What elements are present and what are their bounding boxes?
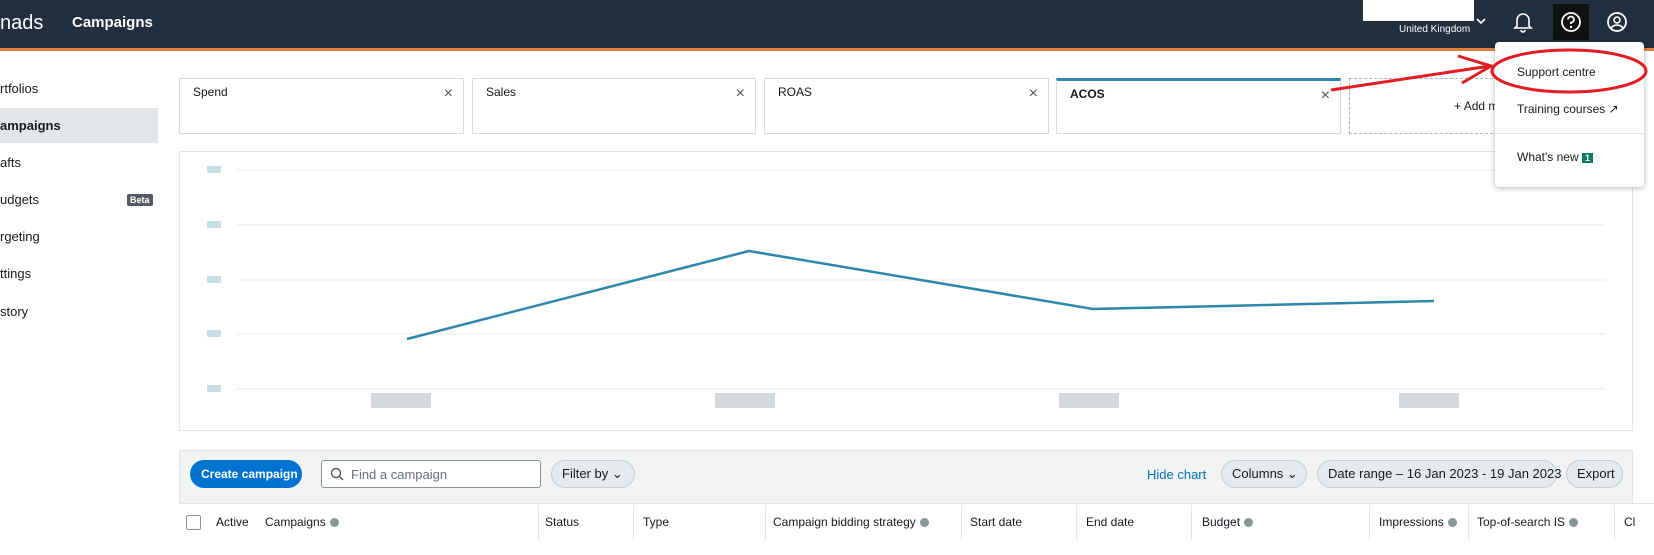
- column-separator: [1468, 505, 1469, 540]
- filter-label: Filter by: [562, 466, 609, 481]
- metric-name: Sales: [486, 85, 517, 99]
- column-label: Campaigns: [265, 515, 326, 529]
- nav-item[interactable]: ttings: [0, 266, 32, 281]
- nav-item[interactable]: ampaigns: [0, 118, 61, 133]
- nav-item[interactable]: rtfolios: [0, 81, 39, 96]
- beta-badge: Beta: [127, 194, 153, 206]
- close-x[interactable]: ×: [1320, 87, 1330, 104]
- menu-item[interactable]: What's new 1: [1517, 150, 1594, 164]
- column-separator: [961, 505, 962, 540]
- column-header[interactable]: Status: [545, 515, 580, 529]
- nav-item[interactable]: afts: [0, 155, 21, 170]
- column-separator: [633, 505, 634, 540]
- menu-item[interactable]: Support centre: [1517, 65, 1596, 79]
- chart: [207, 166, 1605, 408]
- new-count-badge: 1: [1582, 153, 1594, 163]
- column-header[interactable]: Start date: [970, 515, 1023, 529]
- table-header: [179, 503, 1654, 555]
- nav-item[interactable]: udgets: [0, 192, 40, 207]
- metric-card[interactable]: ROAS ×: [764, 78, 1049, 134]
- column-label: Campaign bidding strategy: [773, 515, 916, 529]
- column-header[interactable]: Cl: [1624, 515, 1636, 529]
- chart-panel: [179, 151, 1633, 431]
- create-campaign-button[interactable]: Create campaign: [190, 460, 302, 488]
- column-header[interactable]: Campaigns: [265, 515, 339, 529]
- search-box[interactable]: [321, 460, 541, 488]
- info-icon: [1447, 518, 1457, 527]
- close-x[interactable]: ×: [443, 85, 453, 102]
- filter-button[interactable]: Filter by ⌄: [551, 460, 635, 488]
- metric-card[interactable]: ACOS ×: [1056, 78, 1341, 134]
- bell-icon[interactable]: [1512, 10, 1534, 34]
- column-header[interactable]: Budget: [1202, 515, 1254, 529]
- column-label: Budget: [1202, 515, 1241, 529]
- column-header[interactable]: Type: [643, 515, 670, 529]
- column-separator: [1369, 505, 1370, 540]
- logo: nads: [0, 12, 44, 34]
- menu-label: Training courses: [1517, 102, 1606, 116]
- column-header[interactable]: Active: [216, 515, 249, 529]
- select-all-checkbox[interactable]: [186, 515, 201, 530]
- marketplace[interactable]: United Kingdom: [1399, 24, 1471, 35]
- search-placeholder: Find a campaign: [351, 467, 448, 482]
- info-icon: [329, 518, 339, 527]
- nav-selected: [0, 108, 158, 143]
- column-separator: [1076, 505, 1077, 540]
- metric-name: Spend: [193, 85, 228, 99]
- column-header[interactable]: End date: [1086, 515, 1135, 529]
- metric-card[interactable]: Sales ×: [472, 78, 756, 134]
- column-header[interactable]: Campaign bidding strategy: [773, 515, 929, 529]
- page-title: Campaigns: [72, 14, 153, 31]
- info-icon: [1569, 518, 1579, 527]
- close-x[interactable]: ×: [735, 85, 745, 102]
- chevron: [1476, 18, 1486, 25]
- metric-card[interactable]: Spend ×: [179, 78, 464, 134]
- column-separator: [765, 505, 766, 540]
- search-icon: [330, 467, 344, 481]
- columns-label: Columns: [1232, 466, 1284, 481]
- column-separator: [1614, 505, 1615, 540]
- help-icon: [1561, 12, 1581, 32]
- column-header[interactable]: Impressions: [1379, 515, 1457, 529]
- close-x[interactable]: ×: [1028, 85, 1038, 102]
- hide-chart-link[interactable]: Hide chart: [1147, 467, 1207, 482]
- export-button[interactable]: Export: [1566, 460, 1623, 488]
- column-label: Impressions: [1379, 515, 1444, 529]
- info-icon: [919, 518, 929, 527]
- nav-item[interactable]: story: [0, 304, 29, 319]
- column-label: Top-of-search IS: [1477, 515, 1566, 529]
- column-separator: [1191, 505, 1192, 540]
- menu-label: What's new: [1517, 150, 1579, 164]
- columns-button[interactable]: Columns ⌄: [1221, 460, 1307, 488]
- metric-name: ROAS: [778, 85, 813, 99]
- menu-item[interactable]: Training courses ↗: [1517, 102, 1619, 116]
- date-range-button[interactable]: Date range – 16 Jan 2023 - 19 Jan 2023: [1317, 460, 1561, 488]
- nav-item[interactable]: rgeting: [0, 229, 40, 244]
- menu-divider: [1495, 133, 1644, 134]
- account-icon[interactable]: [1605, 10, 1629, 34]
- info-icon: [1244, 518, 1254, 527]
- column-separator: [538, 505, 539, 540]
- column-header[interactable]: Top-of-search IS: [1477, 515, 1579, 529]
- redacted-box: [1363, 0, 1474, 21]
- metric-name: ACOS: [1070, 87, 1105, 101]
